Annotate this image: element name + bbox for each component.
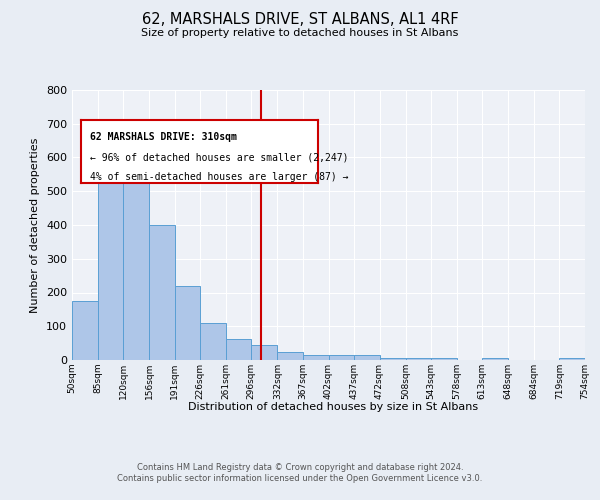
Bar xyxy=(559,358,585,360)
Text: 62, MARSHALS DRIVE, ST ALBANS, AL1 4RF: 62, MARSHALS DRIVE, ST ALBANS, AL1 4RF xyxy=(142,12,458,28)
Bar xyxy=(354,355,380,360)
Bar xyxy=(406,358,431,360)
Bar xyxy=(380,358,406,360)
Bar xyxy=(98,137,123,360)
Y-axis label: Number of detached properties: Number of detached properties xyxy=(31,138,40,312)
Text: Contains HM Land Registry data © Crown copyright and database right 2024.: Contains HM Land Registry data © Crown c… xyxy=(137,462,463,471)
Bar xyxy=(329,355,354,360)
Bar xyxy=(251,345,277,360)
Bar xyxy=(72,301,98,360)
Text: Size of property relative to detached houses in St Albans: Size of property relative to detached ho… xyxy=(142,28,458,38)
Bar xyxy=(175,286,200,360)
Bar xyxy=(149,225,175,360)
Bar xyxy=(200,323,226,360)
Text: 4% of semi-detached houses are larger (87) →: 4% of semi-detached houses are larger (8… xyxy=(91,172,349,182)
Text: Contains public sector information licensed under the Open Government Licence v3: Contains public sector information licen… xyxy=(118,474,482,483)
Text: 62 MARSHALS DRIVE: 310sqm: 62 MARSHALS DRIVE: 310sqm xyxy=(91,132,238,142)
Bar xyxy=(277,352,303,360)
Bar xyxy=(303,355,329,360)
Bar xyxy=(431,358,457,360)
Text: Distribution of detached houses by size in St Albans: Distribution of detached houses by size … xyxy=(188,402,478,412)
Bar xyxy=(482,358,508,360)
Bar xyxy=(123,154,149,360)
Bar xyxy=(226,338,251,360)
Text: ← 96% of detached houses are smaller (2,247): ← 96% of detached houses are smaller (2,… xyxy=(91,152,349,162)
